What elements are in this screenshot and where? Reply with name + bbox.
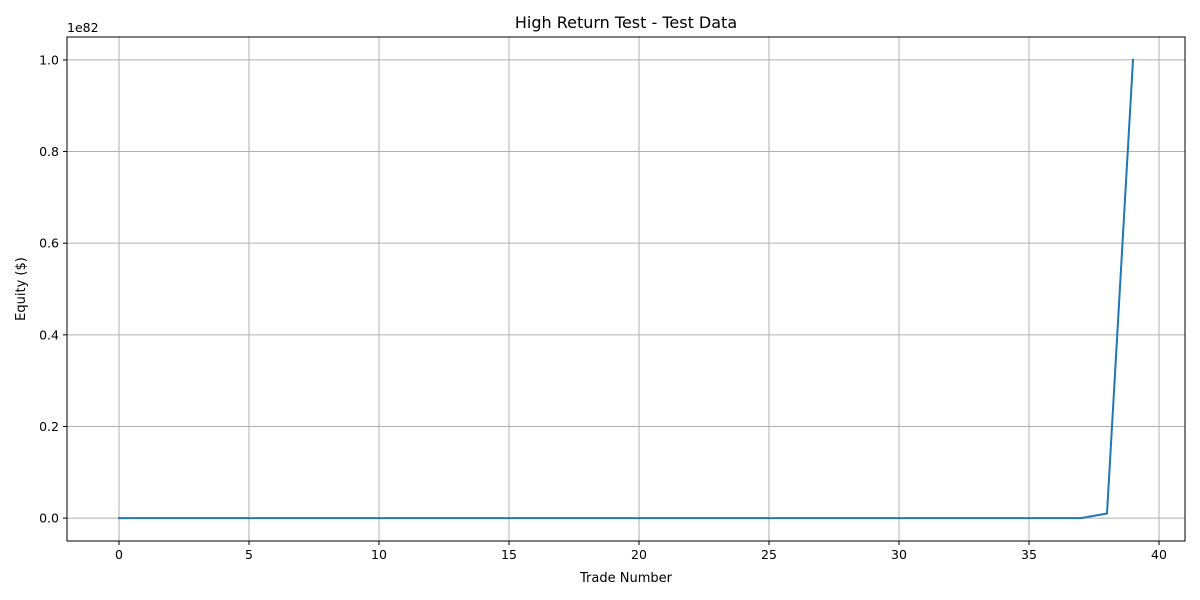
y-tick-label: 0.4 <box>39 327 59 342</box>
x-tick-label: 0 <box>115 547 123 562</box>
x-tick-label: 15 <box>501 547 517 562</box>
series-layer <box>118 58 1135 520</box>
x-tick-label: 20 <box>631 547 647 562</box>
grid-lines <box>67 37 1185 541</box>
x-tick-label: 5 <box>245 547 253 562</box>
plot-frame <box>66 36 1186 542</box>
tick-layer: 0 5 10 15 20 25 30 35 40 0.0 0.2 0.4 0.6 0.8 1.0 <box>39 52 1167 562</box>
y-tick-label: 0.8 <box>39 144 59 159</box>
y-offset-text: 1e82 <box>67 20 99 35</box>
x-tick-label: 30 <box>891 547 907 562</box>
y-tick-label: 1.0 <box>39 52 59 67</box>
y-tick-label: 0.6 <box>39 236 59 251</box>
y-tick-label: 0.0 <box>39 511 59 526</box>
x-tick-label: 35 <box>1021 547 1037 562</box>
x-tick-label: 40 <box>1151 547 1167 562</box>
chart-title: High Return Test - Test Data <box>515 13 737 32</box>
y-axis-label: Equity ($) <box>14 257 29 321</box>
x-tick-label: 25 <box>761 547 777 562</box>
x-tick-label: 10 <box>371 547 387 562</box>
y-tick-label: 0.2 <box>39 419 59 434</box>
x-axis-label: Trade Number <box>579 571 673 586</box>
equity-series-line <box>118 58 1135 520</box>
